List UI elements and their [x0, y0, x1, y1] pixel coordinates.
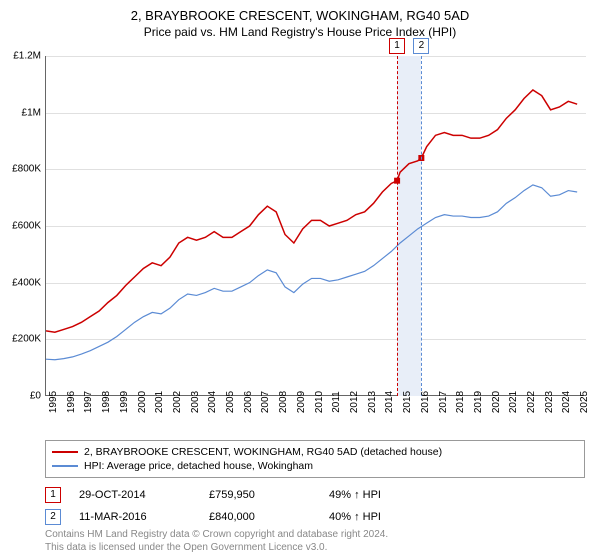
x-tick-label: 1999 — [119, 391, 130, 413]
x-tick-label: 2002 — [172, 391, 183, 413]
x-tick-label: 2008 — [278, 391, 289, 413]
y-tick-label: £0 — [30, 391, 41, 402]
plot-region: 12 — [45, 56, 585, 396]
x-tick-label: 2018 — [455, 391, 466, 413]
x-tick-label: 1997 — [83, 391, 94, 413]
x-tick-label: 2003 — [190, 391, 201, 413]
y-tick-label: £800K — [12, 164, 41, 175]
x-tick-label: 2004 — [207, 391, 218, 413]
x-tick-label: 2015 — [402, 391, 413, 413]
x-tick-label: 2013 — [367, 391, 378, 413]
sale-marker-line — [421, 56, 422, 396]
sales-table: 1 29-OCT-2014£759,95049% ↑ HPI 2 11-MAR-201… — [45, 484, 585, 528]
sale-delta: 40% ↑ HPI — [329, 511, 449, 523]
footer-attribution: Contains HM Land Registry data © Crown c… — [45, 528, 388, 554]
x-tick-label: 2005 — [225, 391, 236, 413]
x-tick-label: 2017 — [438, 391, 449, 413]
footer-line-2: This data is licensed under the Open Gov… — [45, 541, 388, 554]
y-tick-label: £1M — [22, 107, 41, 118]
chart-subtitle: Price paid vs. HM Land Registry's House … — [0, 23, 600, 39]
legend-swatch — [52, 451, 78, 453]
legend-label: 2, BRAYBROOKE CRESCENT, WOKINGHAM, RG40 … — [84, 446, 442, 458]
x-tick-label: 1995 — [48, 391, 59, 413]
x-tick-label: 2007 — [260, 391, 271, 413]
y-tick-label: £1.2M — [13, 51, 41, 62]
x-tick-label: 2024 — [561, 391, 572, 413]
y-tick-label: £200K — [12, 334, 41, 345]
x-tick-label: 2023 — [544, 391, 555, 413]
x-tick-label: 2001 — [154, 391, 165, 413]
sale-row: 2 11-MAR-2016£840,00040% ↑ HPI — [45, 506, 585, 528]
sale-date: 11-MAR-2016 — [79, 511, 209, 523]
legend: 2, BRAYBROOKE CRESCENT, WOKINGHAM, RG40 … — [45, 440, 585, 478]
x-tick-label: 2014 — [384, 391, 395, 413]
x-tick-label: 2025 — [579, 391, 590, 413]
x-tick-label: 2006 — [243, 391, 254, 413]
x-tick-label: 2000 — [137, 391, 148, 413]
x-tick-label: 2012 — [349, 391, 360, 413]
footer-line-1: Contains HM Land Registry data © Crown c… — [45, 528, 388, 541]
x-tick-label: 2022 — [526, 391, 537, 413]
sale-row-marker: 2 — [45, 509, 61, 525]
legend-label: HPI: Average price, detached house, Woki… — [84, 460, 313, 472]
y-tick-label: £600K — [12, 221, 41, 232]
sale-price: £759,950 — [209, 489, 329, 501]
sale-marker-box: 2 — [413, 38, 429, 54]
y-tick-label: £400K — [12, 277, 41, 288]
sale-row: 1 29-OCT-2014£759,95049% ↑ HPI — [45, 484, 585, 506]
x-tick-label: 2019 — [473, 391, 484, 413]
chart-title: 2, BRAYBROOKE CRESCENT, WOKINGHAM, RG40 … — [0, 0, 600, 23]
x-tick-label: 1998 — [101, 391, 112, 413]
line-svg — [46, 56, 586, 396]
x-tick-label: 2020 — [491, 391, 502, 413]
sale-marker-box: 1 — [389, 38, 405, 54]
legend-swatch — [52, 465, 78, 467]
legend-item: HPI: Average price, detached house, Woki… — [52, 459, 578, 473]
sale-date: 29-OCT-2014 — [79, 489, 209, 501]
x-tick-label: 2010 — [314, 391, 325, 413]
x-tick-label: 2011 — [331, 391, 342, 413]
chart-container: 2, BRAYBROOKE CRESCENT, WOKINGHAM, RG40 … — [0, 0, 600, 560]
sale-row-marker: 1 — [45, 487, 61, 503]
x-tick-label: 2021 — [508, 391, 519, 413]
sale-delta: 49% ↑ HPI — [329, 489, 449, 501]
x-tick-label: 2009 — [296, 391, 307, 413]
x-tick-label: 2016 — [420, 391, 431, 413]
chart-area: 12 — [45, 56, 585, 396]
x-tick-label: 1996 — [66, 391, 77, 413]
series-line — [46, 185, 577, 360]
sale-marker-line — [397, 56, 398, 396]
sale-price: £840,000 — [209, 511, 329, 523]
legend-item: 2, BRAYBROOKE CRESCENT, WOKINGHAM, RG40 … — [52, 445, 578, 459]
